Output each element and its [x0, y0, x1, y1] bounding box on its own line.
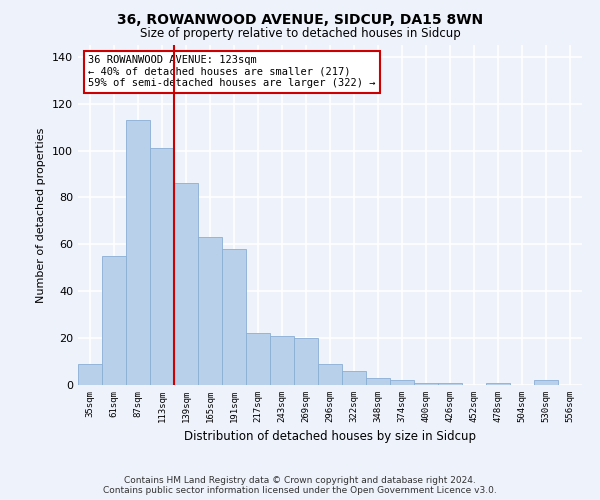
- X-axis label: Distribution of detached houses by size in Sidcup: Distribution of detached houses by size …: [184, 430, 476, 444]
- Text: Size of property relative to detached houses in Sidcup: Size of property relative to detached ho…: [140, 28, 460, 40]
- Bar: [390, 380, 414, 385]
- Text: 36 ROWANWOOD AVENUE: 123sqm
← 40% of detached houses are smaller (217)
59% of se: 36 ROWANWOOD AVENUE: 123sqm ← 40% of det…: [88, 55, 376, 88]
- Bar: [438, 382, 462, 385]
- Bar: [366, 378, 390, 385]
- Bar: [246, 334, 270, 385]
- Bar: [294, 338, 318, 385]
- Bar: [414, 382, 438, 385]
- Bar: [78, 364, 102, 385]
- Bar: [270, 336, 294, 385]
- Bar: [486, 382, 510, 385]
- Bar: [126, 120, 150, 385]
- Bar: [534, 380, 558, 385]
- Bar: [174, 184, 198, 385]
- Bar: [102, 256, 126, 385]
- Y-axis label: Number of detached properties: Number of detached properties: [37, 128, 46, 302]
- Bar: [318, 364, 342, 385]
- Bar: [150, 148, 174, 385]
- Bar: [342, 371, 366, 385]
- Text: Contains HM Land Registry data © Crown copyright and database right 2024.
Contai: Contains HM Land Registry data © Crown c…: [103, 476, 497, 495]
- Bar: [222, 249, 246, 385]
- Text: 36, ROWANWOOD AVENUE, SIDCUP, DA15 8WN: 36, ROWANWOOD AVENUE, SIDCUP, DA15 8WN: [117, 12, 483, 26]
- Bar: [198, 238, 222, 385]
